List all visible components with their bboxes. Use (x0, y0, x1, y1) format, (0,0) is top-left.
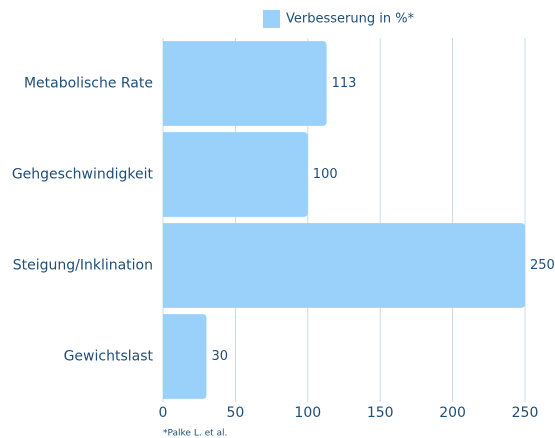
x-tick-label: 200 (439, 405, 466, 421)
bar (163, 41, 327, 126)
bar (163, 223, 525, 308)
legend-label: Verbesserung in %* (286, 12, 415, 27)
x-tick-label: 250 (512, 405, 539, 421)
legend-swatch (263, 10, 280, 28)
y-tick-label: Gewichtslast (64, 349, 154, 365)
x-tick-label: 150 (367, 405, 394, 421)
data-label: 113 (332, 76, 357, 91)
bar (163, 132, 308, 217)
bar (163, 314, 207, 399)
x-tick-label: 0 (159, 405, 168, 421)
data-label: 30 (211, 349, 228, 364)
footnote: *Palke L. et al. (163, 429, 227, 438)
data-label: 250 (530, 258, 555, 273)
y-tick-label: Steigung/Inklination (13, 258, 153, 274)
x-tick-label: 50 (226, 405, 244, 421)
y-tick-label: Gehgeschwindigkeit (12, 167, 154, 183)
x-tick-label: 100 (294, 405, 321, 421)
data-label: 100 (313, 167, 338, 182)
y-tick-label: Metabolische Rate (24, 76, 153, 92)
